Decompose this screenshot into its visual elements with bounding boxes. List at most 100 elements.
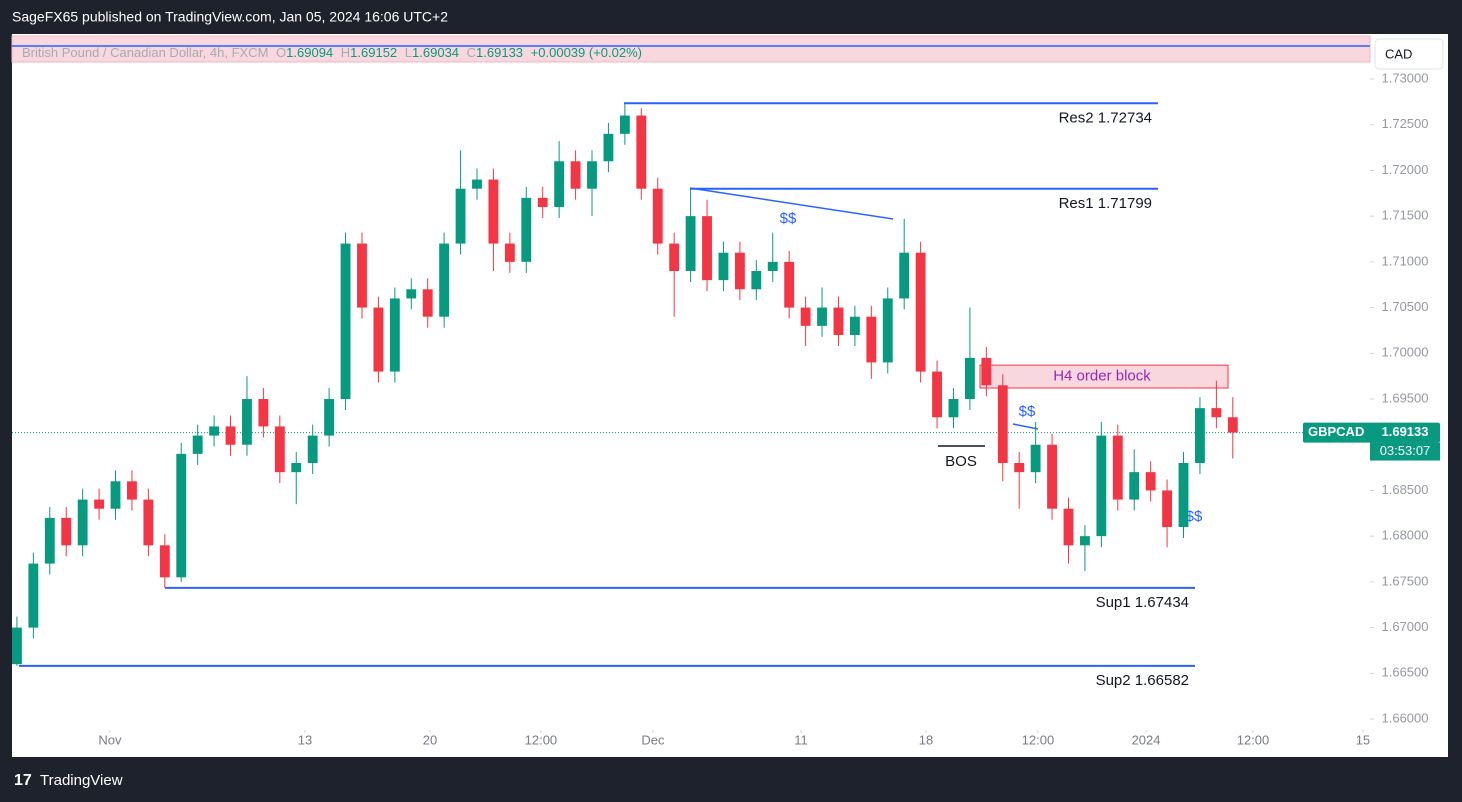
countdown-tag: [1370, 442, 1440, 461]
candle-body: [1096, 435, 1107, 537]
y-tick-label: 1.70000: [1382, 345, 1429, 360]
y-tick-label: 1.71000: [1382, 253, 1429, 268]
candle-body: [127, 481, 137, 500]
candle-body: [882, 298, 893, 363]
candle-body: [1227, 417, 1238, 433]
legend-c: 1.69133: [476, 45, 523, 60]
legend-c-label: C: [467, 45, 476, 60]
candle-body: [340, 243, 351, 400]
y-tick-label: 1.69500: [1382, 390, 1429, 405]
candle-body: [143, 499, 154, 546]
candle-body: [767, 261, 778, 271]
level-label: Res1 1.71799: [1059, 195, 1152, 212]
y-tick-label: 1.68500: [1382, 482, 1429, 497]
candle-body: [899, 252, 910, 299]
candle-body: [981, 357, 992, 386]
candle-body: [1129, 472, 1140, 500]
y-tick-label: 1.72500: [1382, 116, 1429, 131]
candle-body: [472, 179, 482, 189]
legend-h: 1.69152: [350, 45, 397, 60]
candle-body: [833, 307, 844, 336]
x-tick-label: Nov: [98, 732, 122, 747]
liquidity-line: [689, 187, 894, 220]
candle-body: [110, 481, 121, 509]
annotation: BOS: [945, 453, 977, 470]
candle-body: [1195, 408, 1205, 464]
level-label: Res2 1.72734: [1059, 109, 1152, 126]
candle-body: [373, 307, 384, 372]
candle-body: [915, 252, 926, 372]
candle-body: [77, 499, 88, 546]
candle-body: [242, 399, 252, 445]
y-tick-label: 1.71500: [1382, 208, 1429, 223]
y-tick-label: 1.66500: [1382, 665, 1429, 680]
legend-l: 1.69034: [412, 45, 459, 60]
candle-body: [12, 627, 22, 665]
candle-body: [61, 517, 72, 546]
candle-body: [997, 385, 1008, 464]
y-tick-label: 1.70500: [1382, 299, 1429, 314]
currency-button[interactable]: [1374, 38, 1444, 70]
price-tag-symbol: GBPCAD: [1308, 424, 1364, 439]
candle-body: [504, 243, 515, 262]
candle-body: [948, 399, 959, 418]
candle-body: [406, 289, 417, 299]
candle-body: [1063, 508, 1074, 546]
candle-body: [619, 115, 630, 134]
candle-body: [1145, 472, 1156, 491]
candle-body: [702, 216, 712, 281]
price-tag: [1303, 422, 1440, 443]
header: SageFX65 published on TradingView.com, J…: [12, 9, 448, 25]
candle-body: [521, 197, 532, 262]
x-tick-label: 12:00: [525, 732, 558, 747]
y-tick-label: 1.72000: [1382, 162, 1429, 177]
candle-body: [751, 270, 762, 290]
candle-body: [570, 161, 581, 189]
candle-body: [784, 261, 795, 308]
footer-logo: 17 TradingView: [14, 772, 123, 789]
y-tick-label: 1.66000: [1382, 710, 1429, 725]
candle-body: [1178, 463, 1189, 528]
x-tick-label: 15: [1356, 732, 1370, 747]
candle-body: [669, 243, 680, 271]
y-tick-label: 1.67500: [1382, 573, 1429, 588]
candle-body: [1162, 490, 1173, 528]
liquidity-line: [1012, 423, 1039, 430]
chart-panel: [12, 34, 1448, 757]
candle-body: [652, 188, 663, 244]
candle-body: [209, 426, 220, 436]
legend-l-label: L: [405, 45, 412, 60]
x-tick-label: 13: [298, 732, 312, 747]
candle-body: [324, 399, 335, 436]
annotation: $$: [1186, 508, 1203, 525]
candle-body: [389, 298, 400, 372]
candle-body: [537, 197, 548, 207]
candle-body: [636, 115, 647, 189]
legend-o-label: O: [276, 45, 286, 60]
candle-body: [849, 316, 860, 336]
candle-body: [554, 161, 565, 207]
x-tick-label: 20: [423, 732, 437, 747]
candle-body: [685, 216, 696, 271]
candle-body: [1079, 536, 1090, 546]
candle-body: [44, 517, 55, 564]
candle-body: [94, 499, 105, 509]
candle-body: [587, 161, 597, 189]
candle-body: [176, 453, 187, 578]
legend-change: +0.00039 (+0.02%): [531, 45, 642, 60]
x-tick-label: 2024: [1132, 732, 1161, 747]
candle-body: [192, 435, 203, 454]
candle-body: [734, 252, 745, 290]
order-block: [979, 364, 1229, 389]
legend-band: [11, 35, 1371, 63]
y-tick-label: 1.67000: [1382, 619, 1429, 634]
level-label: Sup2 1.66582: [1096, 672, 1189, 689]
candle-body: [357, 243, 367, 308]
candle-body: [28, 563, 39, 628]
candle-body: [422, 289, 433, 317]
x-tick-label: 11: [794, 732, 808, 747]
x-tick-label: 12:00: [1237, 732, 1270, 747]
candle-body: [258, 399, 269, 427]
candle-body: [225, 426, 236, 445]
